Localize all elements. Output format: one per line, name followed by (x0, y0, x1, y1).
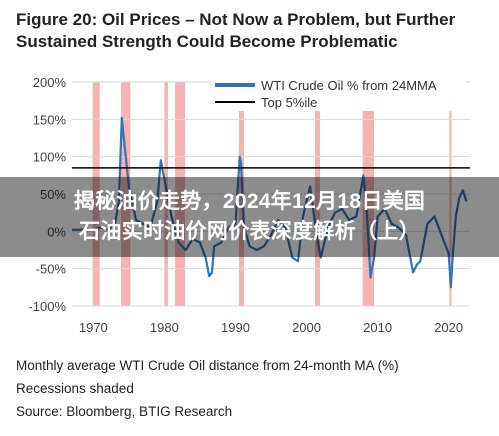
y-tick-label: 100% (33, 150, 67, 165)
chart-legend: WTI Crude Oil % from 24MMA Top 5%ile (211, 73, 466, 111)
y-tick-label: 50% (40, 187, 66, 202)
figure-title-line1: Figure 20: Oil Prices – Not Now a Proble… (16, 10, 456, 29)
legend-label-wti: WTI Crude Oil % from 24MMA (261, 78, 437, 93)
y-tick-label: -100% (28, 299, 66, 314)
y-tick-label: 200% (33, 75, 67, 90)
chart-description: Monthly average WTI Crude Oil distance f… (16, 358, 399, 373)
recession-note: Recessions shaded (16, 381, 134, 396)
overlay-line1: 揭秘油价走势，2024年12月18日美国 (73, 190, 426, 213)
y-tick-label: 0% (47, 224, 66, 239)
x-tick-label: 1990 (221, 320, 250, 335)
x-axis-ticks: 1970 1980 1990 2000 2010 2020 (79, 320, 463, 335)
source-note: Source: Bloomberg, BTIG Research (16, 404, 233, 419)
y-tick-label: 150% (33, 112, 67, 127)
oil-price-chart: -100% -50% 0% 50% 100% 150% 200% 1970 1980 1990 2… (28, 73, 470, 335)
overlay-line2: 石油实时油价网价表深度解析（上） (79, 220, 420, 243)
x-tick-label: 2010 (363, 320, 392, 335)
series-lines (72, 116, 470, 289)
legend-background (211, 73, 466, 111)
x-tick-label: 1980 (150, 320, 179, 335)
figure-title-line2: Sustained Strength Could Become Problema… (16, 32, 398, 51)
x-tick-label: 1970 (79, 320, 108, 335)
wti-series-line (72, 116, 468, 289)
overlay-banner: 揭秘油价走势，2024年12月18日美国 石油实时油价网价表深度解析（上） (0, 177, 499, 257)
y-axis-ticks: -100% -50% 0% 50% 100% 150% 200% (28, 75, 66, 314)
x-tick-label: 2000 (292, 320, 321, 335)
legend-label-top5: Top 5%ile (261, 95, 317, 110)
x-tick-label: 2020 (434, 320, 463, 335)
figure-title: Figure 20: Oil Prices – Not Now a Proble… (16, 9, 486, 53)
y-tick-label: -50% (36, 262, 67, 277)
